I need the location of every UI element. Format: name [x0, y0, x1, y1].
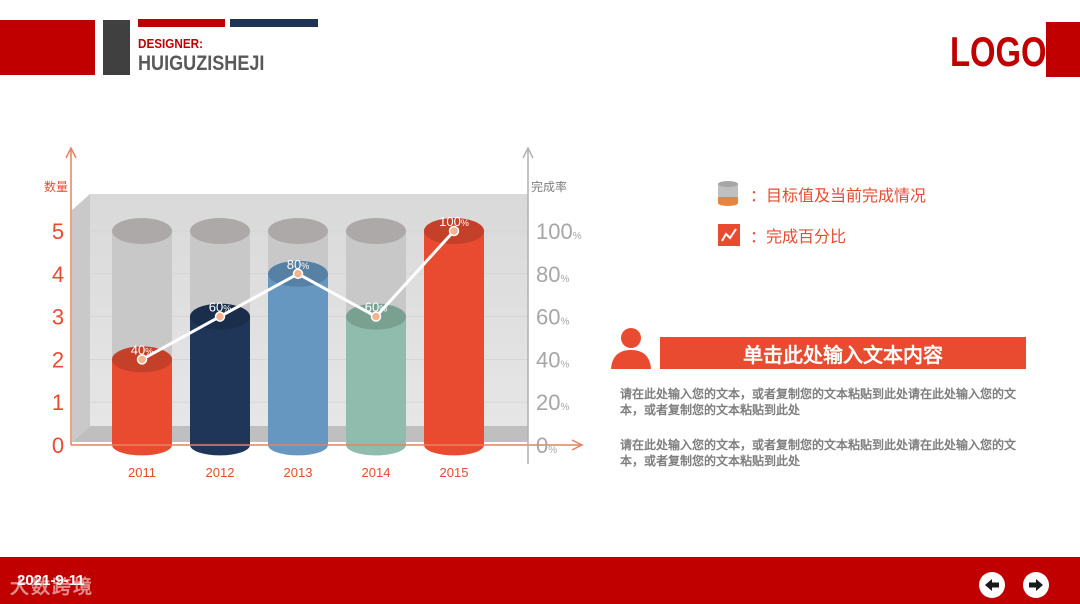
completion-label-unit: %: [223, 304, 231, 314]
x-axis-ticks: 2011 2012 2013 2014 2015: [128, 465, 468, 480]
x-tick-label: 2015: [440, 465, 469, 480]
target-cylinder-top: [346, 218, 406, 244]
header-red-block: [0, 20, 95, 75]
y-axis-ticks: 0 1 2 3 4 5: [52, 219, 64, 458]
header-red-bar: [138, 19, 225, 27]
y-axis-title: 数量: [44, 179, 68, 194]
y2-tick-unit: %: [560, 317, 569, 328]
bar-2011: [112, 218, 172, 456]
arrow-right-icon: [1029, 579, 1043, 591]
completion-point: [136, 354, 148, 365]
chart-side-wall: [72, 194, 90, 442]
completion-label: 60%: [365, 300, 387, 315]
legend-label-percent: ：完成百分比: [750, 229, 847, 246]
y-tick-label: 5: [52, 219, 64, 244]
x-tick-label: 2013: [284, 465, 313, 480]
y2-tick-unit: %: [560, 274, 569, 285]
bar-2013: [268, 218, 328, 456]
text-panel-paragraph-1[interactable]: 请在此处输入您的文本，或者复制您的文本粘贴到此处请在此处输入您的文本，或者复制您…: [620, 387, 1017, 417]
y-tick-label: 3: [52, 305, 64, 330]
footer-watermark: 大数跨境: [10, 577, 95, 598]
designer-name: HUIGUZISHEJI: [138, 52, 265, 75]
y2-tick-unit: %: [560, 359, 569, 370]
person-icon: [611, 328, 651, 369]
y-tick-label: 1: [52, 390, 64, 415]
completion-label-unit: %: [301, 261, 309, 271]
x-axis-arrow: [571, 439, 584, 451]
y2-tick-label: 0%: [536, 433, 557, 458]
bar-2014: [346, 218, 406, 456]
target-cylinder-top: [112, 218, 172, 244]
x-tick-label: 2014: [362, 465, 391, 480]
y2-tick-label: 80%: [536, 262, 569, 287]
value-cylinder-body: [346, 316, 406, 445]
completion-label-unit: %: [145, 346, 153, 356]
value-cylinder-body: [424, 231, 484, 445]
x-tick-label: 2011: [128, 465, 156, 480]
header-gray-block: [103, 20, 130, 75]
completion-point: [448, 225, 460, 237]
bar-2015: [424, 218, 484, 456]
y2-tick-unit: %: [573, 231, 582, 242]
footer-bar: [0, 557, 1080, 604]
completion-line: 40% 60% 80% 60% 100%: [131, 214, 469, 365]
legend-item-target: ：目标值及当前完成情况: [716, 180, 926, 208]
cylinder-icon: [718, 181, 738, 206]
legend-item-percent: ：完成百分比: [718, 223, 846, 247]
text-panel-paragraph-2[interactable]: 请在此处输入您的文本，或者复制您的文本粘贴到此处请在此处输入您的文本，或者复制您…: [620, 438, 1017, 468]
y2-tick-unit: %: [548, 445, 557, 456]
bar-2012: [190, 218, 250, 456]
header-navy-bar: [230, 19, 318, 27]
completion-label: 100%: [439, 214, 469, 229]
completion-point: [214, 311, 226, 322]
target-cylinder-top: [268, 218, 328, 244]
text-panel-title[interactable]: 单击此处输入文本内容: [660, 337, 1026, 369]
logo: LOGO: [950, 28, 1047, 75]
completion-label: 40%: [131, 342, 153, 357]
y2-axis-arrow: [522, 146, 534, 159]
x-tick-label: 2012: [206, 465, 235, 480]
completion-point: [292, 268, 304, 280]
completion-label: 80%: [287, 257, 309, 272]
value-cylinder-body: [268, 273, 328, 445]
value-cylinder-body: [112, 359, 172, 445]
completion-label-unit: %: [461, 218, 469, 228]
footer-date: 2021-9-11: [17, 572, 85, 589]
line-chart-icon: [718, 224, 740, 246]
prev-slide-button[interactable]: [979, 572, 1005, 598]
completion-label: 60%: [209, 300, 231, 315]
next-slide-button[interactable]: [1023, 572, 1049, 598]
y2-tick-label: 40%: [536, 347, 569, 372]
designer-label: DESIGNER:: [138, 36, 204, 51]
completion-label-unit: %: [379, 304, 387, 314]
target-cylinder-top: [190, 218, 250, 244]
y2-tick-label: 60%: [536, 305, 569, 330]
y2-axis-title: 完成率: [531, 179, 567, 194]
value-cylinder-body: [190, 316, 250, 445]
chart-bars: [112, 218, 484, 456]
arrow-left-icon: [985, 579, 999, 591]
logo-red-block: [1046, 22, 1080, 77]
y-tick-label: 4: [52, 262, 64, 287]
y-tick-label: 0: [52, 433, 64, 458]
y2-tick-label: 100%: [536, 219, 582, 244]
y-tick-label: 2: [52, 347, 64, 372]
y2-tick-unit: %: [560, 402, 569, 413]
y2-tick-label: 20%: [536, 390, 569, 415]
y-axis-arrow: [65, 146, 77, 159]
completion-point: [370, 311, 382, 322]
legend-label-target: ：目标值及当前完成情况: [750, 188, 927, 205]
y2-axis-ticks: 0% 20% 40% 60% 80% 100%: [536, 219, 582, 458]
